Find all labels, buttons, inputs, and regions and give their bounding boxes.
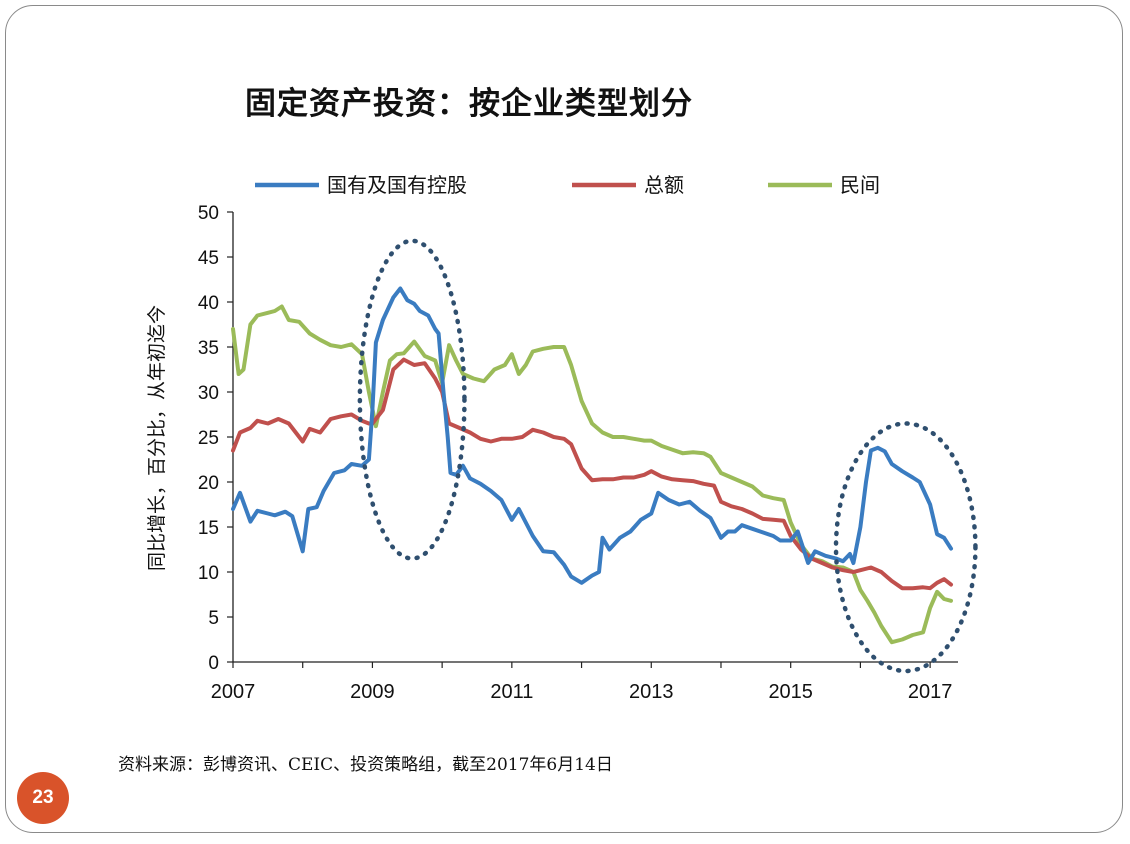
slide-frame bbox=[5, 5, 1123, 833]
chart-annotations bbox=[357, 238, 978, 674]
y-axis-label: 同比增长，百分比，从年初迄今 bbox=[146, 305, 168, 571]
y-tick-label: 40 bbox=[198, 293, 219, 314]
x-tick-label: 2009 bbox=[350, 681, 395, 703]
y-tick-label: 30 bbox=[198, 383, 219, 404]
y-tick-label: 5 bbox=[208, 608, 219, 629]
page-number-badge: 23 bbox=[17, 772, 69, 824]
y-tick-label: 45 bbox=[198, 248, 219, 269]
series-line-0 bbox=[231, 286, 953, 585]
y-tick-label: 50 bbox=[198, 203, 219, 224]
legend-label-1: 总额 bbox=[644, 173, 684, 197]
y-tick-label: 15 bbox=[198, 518, 219, 539]
highlight-ellipse-1 bbox=[833, 421, 978, 674]
x-tick-label: 2015 bbox=[768, 681, 813, 703]
series-line-2 bbox=[231, 304, 953, 645]
slide-title: 固定资产投资：按企业类型划分 bbox=[245, 86, 693, 122]
x-tick-label: 2017 bbox=[908, 681, 953, 703]
y-tick-label: 25 bbox=[198, 428, 219, 449]
y-tick-label: 0 bbox=[208, 653, 219, 674]
chart-axes: 0 5 10 15 20 25 30 35 40 45 50 2007 2009 2011 2013 2015… bbox=[198, 203, 958, 703]
y-tick-label: 35 bbox=[198, 338, 219, 359]
chart-series bbox=[231, 286, 953, 645]
highlight-ellipse-0 bbox=[357, 238, 467, 561]
y-tick-label: 10 bbox=[198, 563, 219, 584]
legend-label-0: 国有及国有控股 bbox=[327, 173, 467, 197]
x-tick-label: 2013 bbox=[629, 681, 674, 703]
y-tick-label: 20 bbox=[198, 473, 219, 494]
legend-label-2: 民间 bbox=[840, 173, 880, 197]
x-tick-label: 2011 bbox=[490, 681, 533, 703]
source-note: 资料来源：彭博资讯、CEIC、投资策略组，截至2017年6月14日 bbox=[118, 755, 613, 775]
chart-legend: 国有及国有控股 总额 民间 bbox=[255, 173, 880, 197]
x-tick-label: 2007 bbox=[211, 681, 256, 703]
series-line-1 bbox=[231, 357, 953, 591]
